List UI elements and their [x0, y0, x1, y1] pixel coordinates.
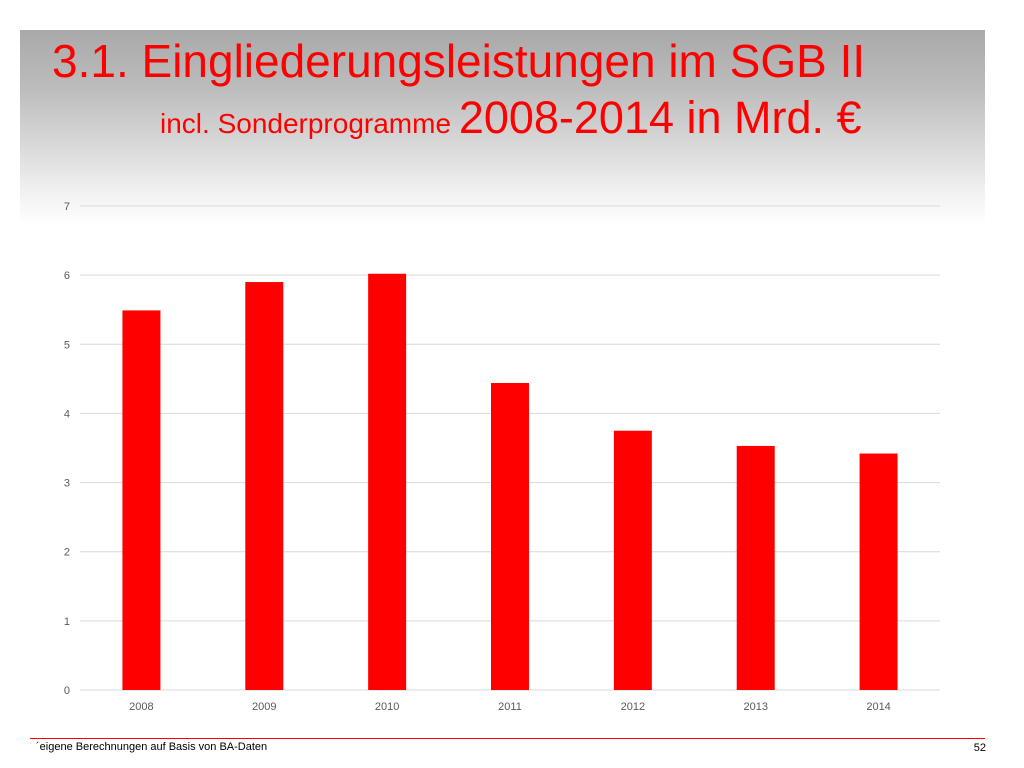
bar-2010: [368, 273, 407, 690]
bar-2008: [122, 310, 161, 690]
x-tick-label: 2010: [375, 701, 399, 713]
bar-2009: [245, 282, 284, 690]
footer-divider: [30, 738, 985, 739]
bars: [122, 273, 898, 690]
subtitle-small-text: incl. Sonderprogramme: [160, 108, 459, 139]
x-tick-label: 2013: [743, 701, 767, 713]
subtitle-large-text: 2008-2014 in Mrd. €: [458, 92, 862, 143]
x-tick-label: 2014: [866, 701, 890, 713]
x-tick-label: 2008: [129, 701, 153, 713]
y-tick-label: 1: [64, 616, 70, 628]
y-axis-tick-labels: 0 1 2 3 4 5 6 7: [64, 201, 70, 697]
y-tick-label: 5: [64, 339, 70, 351]
x-axis-tick-labels: 2008 2009 2010 2011 2012 2013 2014: [129, 701, 891, 713]
y-tick-label: 7: [64, 201, 70, 213]
bar-2014: [859, 453, 898, 690]
bar-2012: [613, 430, 652, 690]
y-tick-label: 0: [64, 685, 70, 697]
x-tick-label: 2011: [498, 701, 522, 713]
x-tick-label: 2012: [621, 701, 645, 713]
y-tick-label: 3: [64, 478, 70, 490]
title-band: [20, 30, 985, 225]
slide-title: 3.1. Eingliederungsleistungen im SGB II: [52, 35, 866, 87]
bar-2013: [736, 445, 775, 690]
y-tick-label: 4: [64, 408, 70, 420]
page-number: 52: [973, 742, 986, 754]
bar-2011: [491, 383, 529, 690]
y-tick-label: 2: [64, 547, 70, 559]
x-tick-label: 2009: [252, 701, 276, 713]
source-note: ´eigene Berechnungen auf Basis von BA-Da…: [36, 741, 268, 753]
y-tick-label: 6: [64, 270, 70, 282]
slide-subtitle: incl. Sonderprogramme 2008-2014 in Mrd. …: [160, 93, 862, 143]
